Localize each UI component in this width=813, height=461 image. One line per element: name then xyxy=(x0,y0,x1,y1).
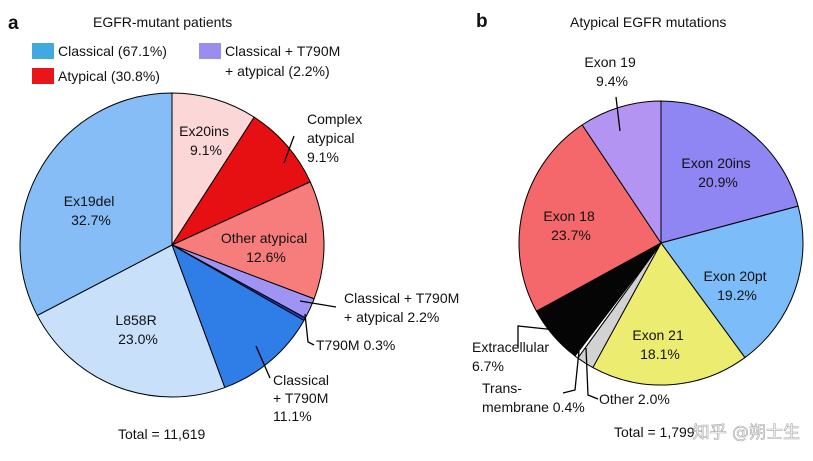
label-exon18: Exon 18 23.7% xyxy=(543,208,598,243)
label-classical-t790m: Classical + T790M 11.1% xyxy=(273,372,333,424)
panel-a-letter: a xyxy=(8,13,19,34)
label-exon19: Exon 19 9.4% xyxy=(584,54,639,89)
label-other: Other 2.0% xyxy=(599,391,670,407)
label-exon20ins: Exon 20ins 20.9% xyxy=(681,155,754,190)
legend-swatch-classical-t790m-atypical xyxy=(199,43,221,59)
slice-l858r xyxy=(36,244,226,398)
leader-extracellular xyxy=(517,325,557,347)
slice-classical-t790m xyxy=(171,244,305,389)
leader-exon19 xyxy=(615,96,621,132)
legend: Classical (67.1%) Classical + T790M + at… xyxy=(32,43,340,84)
leader-transmembrane xyxy=(562,350,580,394)
pie-a xyxy=(19,92,325,398)
legend-label-classical: Classical (67.1%) xyxy=(58,43,167,59)
label-complex-atypical: Complex atypical 9.1% xyxy=(307,111,366,165)
slice-complex-atypical xyxy=(171,116,311,246)
leader-complex-atypical xyxy=(283,135,295,164)
pie-b-leaders xyxy=(517,96,621,400)
leader-classical-t790m-atypical xyxy=(299,300,337,308)
legend-label-classical-t790m-atypical: Classical + T790M xyxy=(225,43,340,59)
slice-exon-20pt xyxy=(660,205,804,359)
label-classical-t790m-atypical: Classical + T790M + atypical 2.2% xyxy=(344,290,463,325)
slice-exon-18 xyxy=(518,124,662,312)
panel-a-title: EGFR-mutant patients xyxy=(93,14,232,30)
label-exon20pt: Exon 20pt 19.2% xyxy=(704,268,771,303)
label-l858r: L858R 23.0% xyxy=(115,312,160,347)
leader-classical-t790m xyxy=(255,345,271,379)
total-a: Total = 11,619 xyxy=(118,426,206,442)
label-t790m: T790M 0.3% xyxy=(316,337,395,353)
panel-b-title: Atypical EGFR mutations xyxy=(570,14,726,30)
legend-swatch-classical xyxy=(32,43,54,59)
total-b: Total = 1,799 xyxy=(614,424,695,440)
label-other-atypical: Other atypical 12.6% xyxy=(221,230,311,265)
leader-other xyxy=(585,347,599,400)
slice-exon-21 xyxy=(592,242,746,386)
leader-t790m xyxy=(304,313,315,346)
slice-exon-19 xyxy=(581,100,662,244)
legend-swatch-atypical xyxy=(32,68,54,84)
label-transmembrane: Trans- membrane 0.4% xyxy=(482,380,585,415)
legend-label-classical-t790m-atypical-line2: + atypical (2.2%) xyxy=(225,63,330,79)
slice-exon-20ins xyxy=(660,100,799,244)
panel-b-letter: b xyxy=(476,11,488,32)
label-extracellular: Extracellular 6.7% xyxy=(472,339,553,374)
slice-ex19del xyxy=(19,92,173,316)
slice-other-atypical xyxy=(171,181,325,300)
label-exon21: Exon 21 18.1% xyxy=(632,327,687,362)
label-ex20ins: Ex20ins 9.1% xyxy=(179,123,233,158)
watermark: 知乎 @朔士生 xyxy=(693,423,800,443)
label-ex19del: Ex19del 32.7% xyxy=(64,193,118,228)
slice-ex20ins xyxy=(171,92,255,246)
pie-b xyxy=(518,100,804,386)
pie-a-leaders xyxy=(255,135,337,379)
legend-label-atypical: Atypical (30.8%) xyxy=(58,68,160,84)
